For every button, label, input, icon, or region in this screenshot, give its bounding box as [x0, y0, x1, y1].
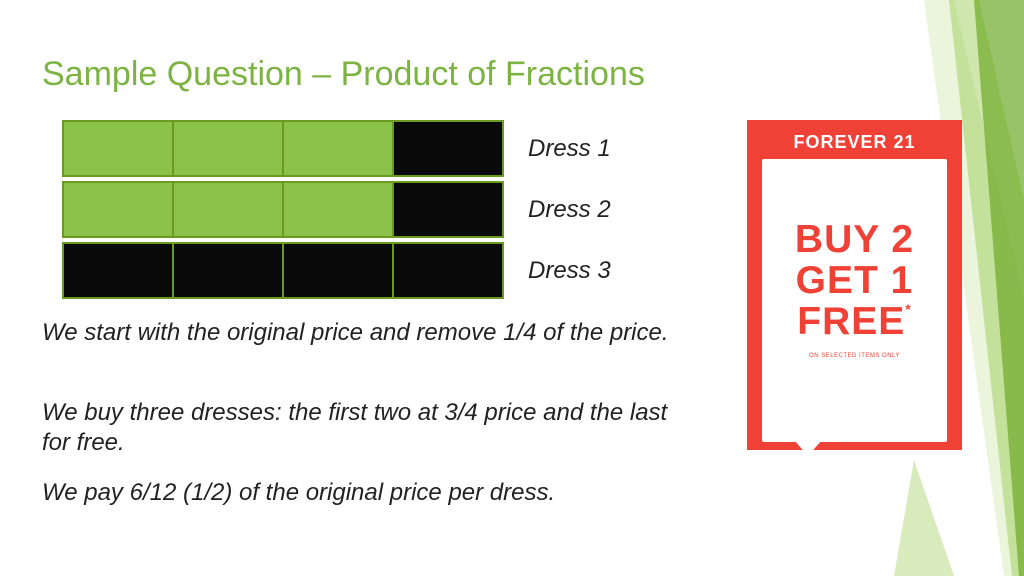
- dress-3-label: Dress 3: [528, 257, 611, 285]
- dress-3-cells: [62, 242, 504, 299]
- stripe-4: [894, 460, 954, 576]
- cell: [63, 182, 173, 237]
- cell: [173, 121, 283, 176]
- cell: [173, 182, 283, 237]
- fraction-grid: Dress 1 Dress 2 Dress 3: [62, 120, 611, 303]
- promo-asterisk: *: [905, 301, 911, 317]
- promo-free-text: FREE: [797, 300, 905, 343]
- stripe-3: [974, 0, 1024, 576]
- cell: [283, 243, 393, 298]
- cell: [393, 182, 503, 237]
- paragraph-1: We start with the original price and rem…: [42, 318, 682, 348]
- promo-brand: FOREVER 21: [793, 132, 915, 153]
- dress-1-label: Dress 1: [528, 135, 611, 163]
- page-title: Sample Question – Product of Fractions: [42, 55, 645, 94]
- cell: [63, 121, 173, 176]
- promo-inner: BUY 2 GET 1 FREE* ON SELECTED ITEMS ONLY: [762, 159, 947, 442]
- dress-1-cells: [62, 120, 504, 177]
- promo-line-1: BUY 2: [795, 220, 914, 261]
- speech-tail-icon: [794, 440, 822, 456]
- cell: [63, 243, 173, 298]
- dress-2-label: Dress 2: [528, 196, 611, 224]
- paragraph-2: We buy three dresses: the first two at 3…: [42, 398, 682, 458]
- promo-smallprint: ON SELECTED ITEMS ONLY: [809, 353, 900, 359]
- dress-row-2: Dress 2: [62, 181, 611, 238]
- promo-line-2: GET 1: [796, 261, 914, 302]
- cell: [283, 182, 393, 237]
- dress-2-cells: [62, 181, 504, 238]
- promo-line-3: FREE*: [797, 302, 911, 343]
- paragraph-3: We pay 6/12 (1/2) of the original price …: [42, 478, 682, 508]
- cell: [393, 121, 503, 176]
- cell: [173, 243, 283, 298]
- dress-row-3: Dress 3: [62, 242, 611, 299]
- promo-card: FOREVER 21 BUY 2 GET 1 FREE* ON SELECTED…: [747, 120, 962, 450]
- cell: [283, 121, 393, 176]
- dress-row-1: Dress 1: [62, 120, 611, 177]
- cell: [393, 243, 503, 298]
